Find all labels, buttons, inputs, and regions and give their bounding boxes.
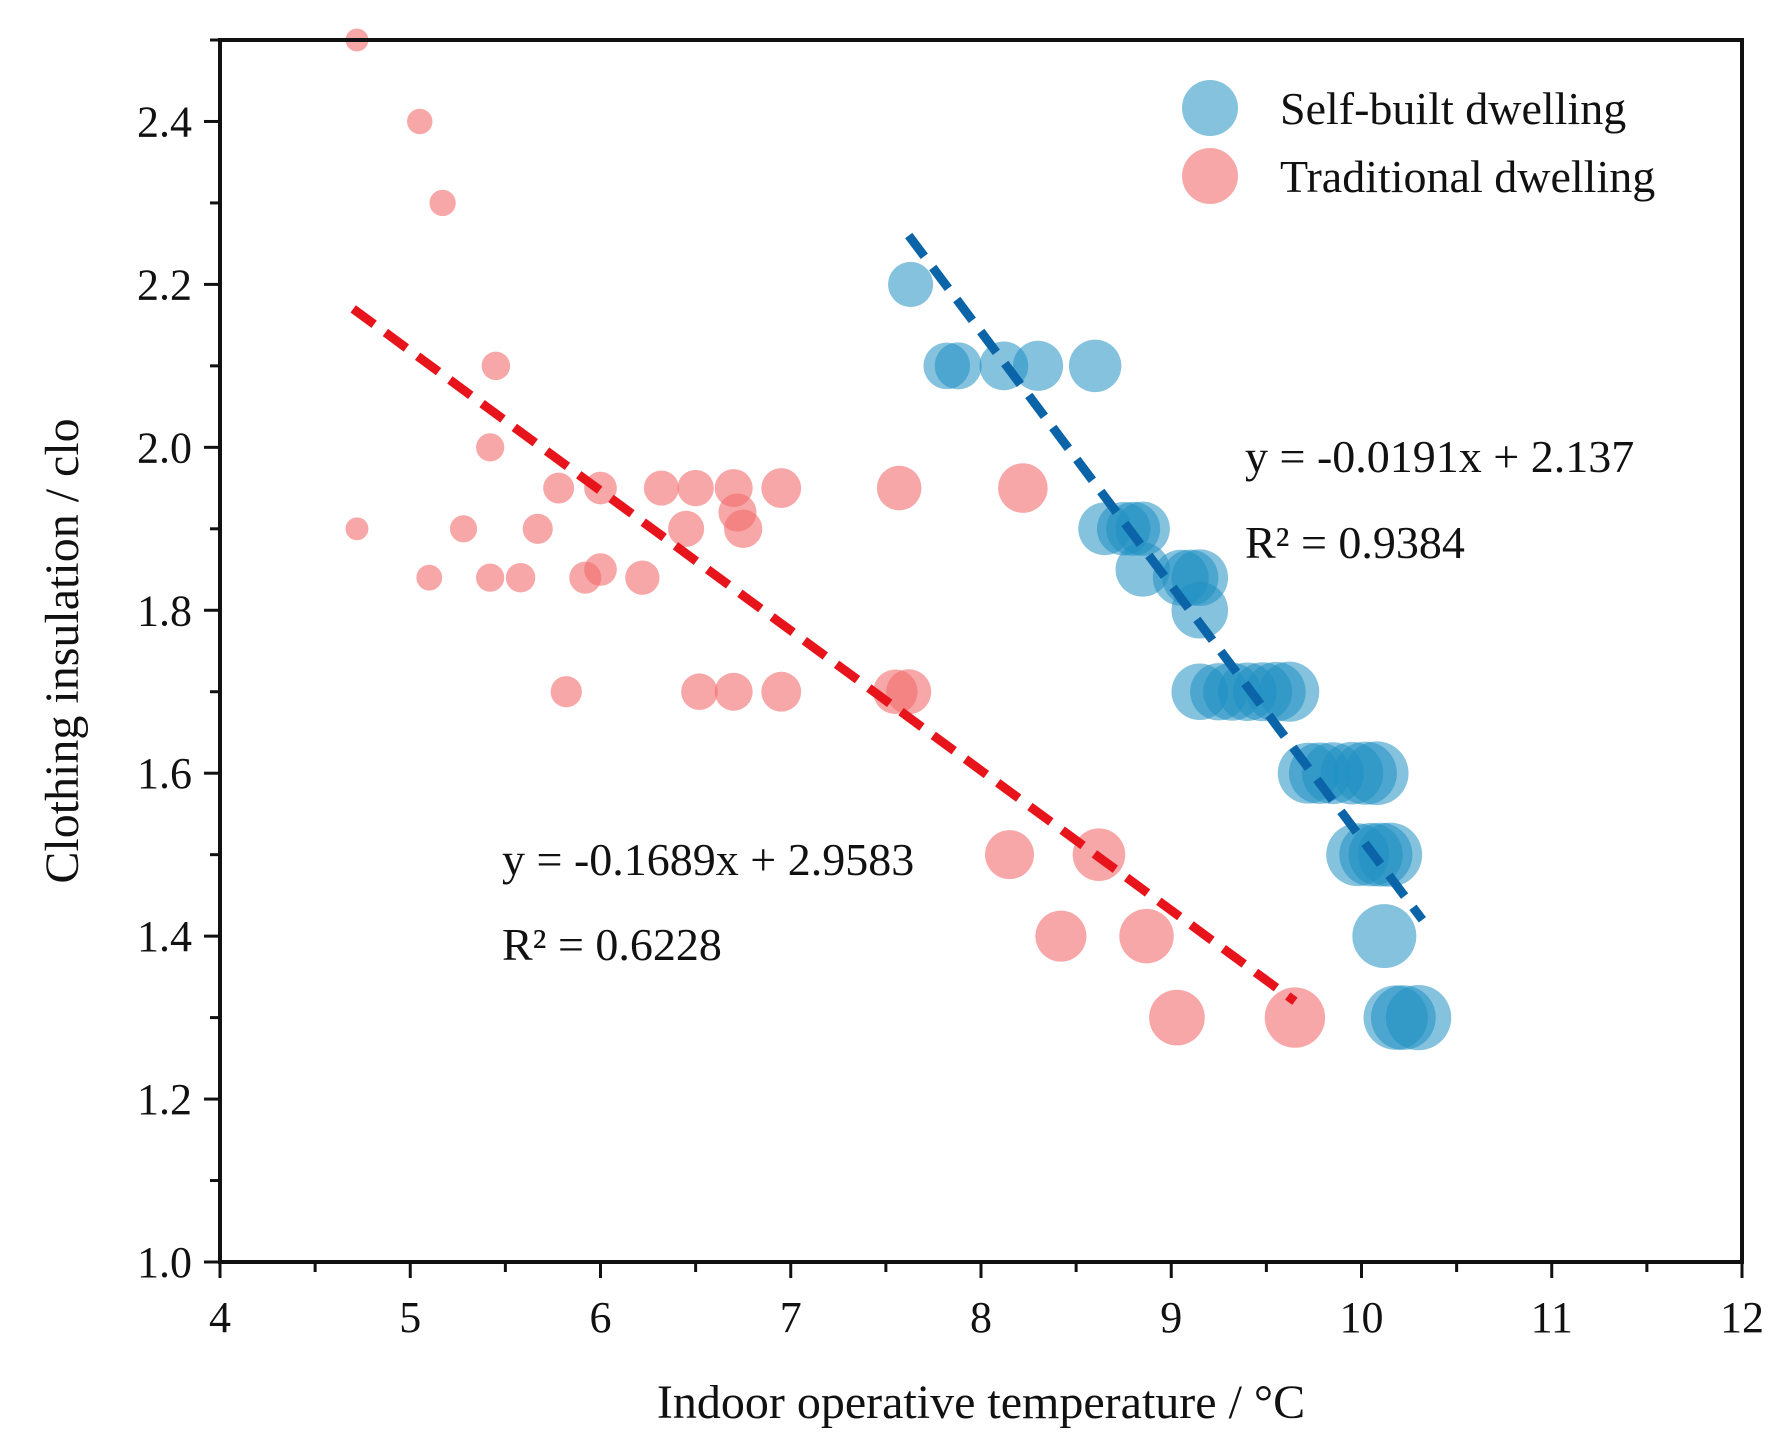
x-tick-label: 9 — [1160, 1293, 1182, 1342]
self-built-point — [1115, 501, 1170, 556]
self-built-point — [1171, 581, 1229, 639]
traditional-point — [449, 515, 478, 543]
traditional-point — [998, 463, 1048, 513]
traditional-point — [681, 673, 718, 711]
self-built-point — [888, 261, 934, 307]
self-built-point — [1352, 904, 1417, 969]
y-tick-labels: 1.0 1.2 1.4 1.6 1.8 2.0 2.2 2.4 — [137, 97, 192, 1287]
traditional-point — [429, 189, 456, 217]
traditional-point — [476, 433, 505, 462]
y-tick-label: 2.2 — [137, 260, 192, 309]
x-axis-title: Indoor operative temperature / °C — [657, 1376, 1305, 1429]
self-built-point — [1068, 339, 1122, 393]
traditional-trendline — [350, 305, 1298, 1005]
self-built-equation: y = -0.0191x + 2.137 — [1245, 431, 1634, 482]
traditional-point — [407, 108, 433, 135]
traditional-point — [1149, 989, 1205, 1046]
self-built-r2: R² = 0.9384 — [1245, 517, 1465, 568]
traditional-point — [476, 563, 505, 592]
traditional-point — [761, 468, 802, 508]
plot-frame — [218, 38, 1744, 1264]
y-tick-label: 1.0 — [137, 1238, 192, 1287]
traditional-point — [584, 553, 617, 586]
legend: Self-built dwelling Traditional dwelling — [1182, 80, 1655, 204]
traditional-point — [505, 562, 536, 593]
trend-lines — [350, 232, 1426, 1005]
traditional-point — [1119, 908, 1174, 964]
traditional-point — [345, 517, 369, 541]
traditional-point — [985, 830, 1035, 880]
self-built-point — [934, 342, 982, 390]
x-tick-label: 5 — [399, 1293, 421, 1342]
traditional-point — [481, 351, 511, 381]
x-tick-label: 4 — [209, 1293, 231, 1342]
traditional-point — [876, 465, 922, 511]
traditional-point — [668, 510, 705, 547]
x-tick-label: 6 — [590, 1293, 612, 1342]
legend-label-traditional: Traditional dwelling — [1280, 151, 1655, 202]
legend-marker-traditional — [1182, 148, 1238, 204]
x-tick-label: 10 — [1340, 1293, 1384, 1342]
traditional-point — [724, 509, 763, 548]
x-tick-label: 12 — [1720, 1293, 1764, 1342]
x-tick-labels: 4 5 6 7 8 9 10 11 12 — [209, 1293, 1764, 1342]
y-axis-title: Clothing insulation / clo — [36, 418, 89, 883]
self-built-point — [1259, 661, 1320, 722]
legend-label-self-built: Self-built dwelling — [1280, 83, 1626, 134]
traditional-point — [543, 472, 575, 504]
traditional-point — [1264, 987, 1326, 1048]
traditional-point — [886, 669, 932, 715]
self-built-trendline — [905, 232, 1426, 923]
traditional-equation: y = -0.1689x + 2.9583 — [502, 834, 914, 885]
traditional-point — [416, 564, 443, 591]
y-tick-label: 2.4 — [137, 97, 192, 146]
self-built-point — [1385, 984, 1452, 1051]
traditional-point — [550, 676, 582, 708]
legend-marker-self-built — [1182, 80, 1238, 136]
self-built-point — [1344, 741, 1409, 806]
traditional-point — [714, 672, 753, 711]
traditional-point — [625, 560, 660, 595]
traditional-point — [1035, 910, 1087, 962]
traditional-point — [761, 671, 802, 712]
y-tick-label: 1.6 — [137, 749, 192, 798]
self-built-point — [1357, 822, 1423, 887]
y-tick-label: 2.0 — [137, 423, 192, 472]
traditional-points — [345, 28, 1326, 1048]
y-tick-label: 1.8 — [137, 586, 192, 635]
traditional-r2: R² = 0.6228 — [502, 919, 722, 970]
x-tick-label: 11 — [1531, 1293, 1573, 1342]
traditional-point — [677, 469, 714, 507]
x-tick-label: 7 — [780, 1293, 802, 1342]
traditional-point — [522, 513, 553, 544]
y-tick-label: 1.4 — [137, 912, 192, 961]
tick-marks — [204, 38, 1744, 1278]
y-tick-label: 1.2 — [137, 1075, 192, 1124]
traditional-point — [643, 470, 679, 506]
self-built-point — [1013, 340, 1064, 391]
x-tick-label: 8 — [970, 1293, 992, 1342]
